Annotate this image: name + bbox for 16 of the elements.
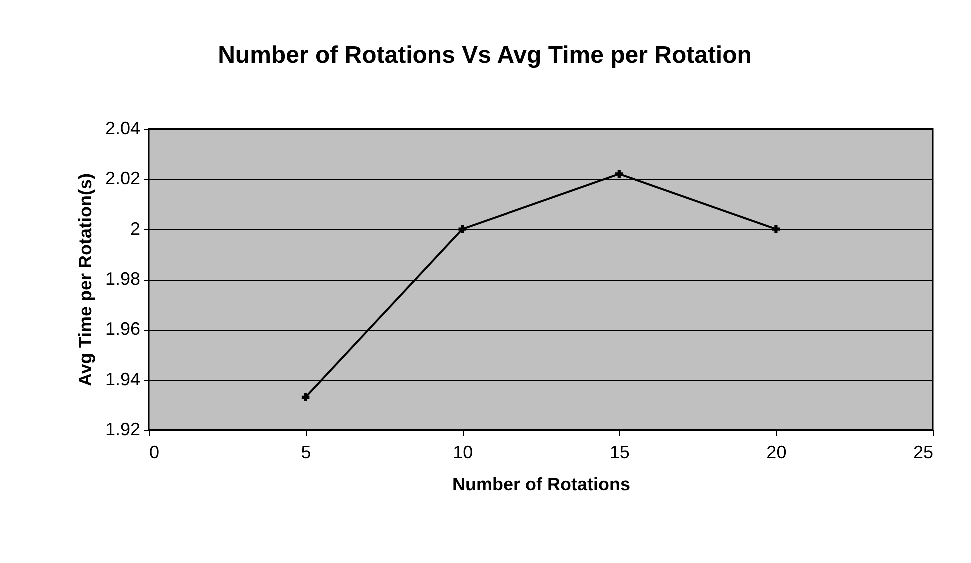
- y-tick-label: 1.98: [105, 269, 140, 289]
- y-tick-label: 2: [130, 218, 140, 239]
- chart-title: Number of Rotations Vs Avg Time per Rotation: [218, 42, 752, 69]
- y-tick-label: 2.04: [105, 118, 140, 138]
- x-axis-title: Number of Rotations: [452, 474, 630, 494]
- y-tick-label: 2.02: [105, 168, 140, 189]
- x-tick-label: 25: [913, 442, 934, 462]
- x-tick-label: 10: [453, 442, 474, 462]
- x-tick-label: 15: [610, 442, 630, 462]
- y-tick-label: 1.96: [105, 319, 140, 340]
- x-tick-label: 20: [766, 442, 787, 462]
- x-tick-label: 5: [301, 442, 312, 462]
- y-tick-label: 1.92: [105, 420, 140, 440]
- y-tick-label: 1.94: [105, 369, 140, 390]
- y-axis-title: Avg Time per Rotation(s): [75, 173, 96, 387]
- x-tick-label: 0: [150, 442, 160, 462]
